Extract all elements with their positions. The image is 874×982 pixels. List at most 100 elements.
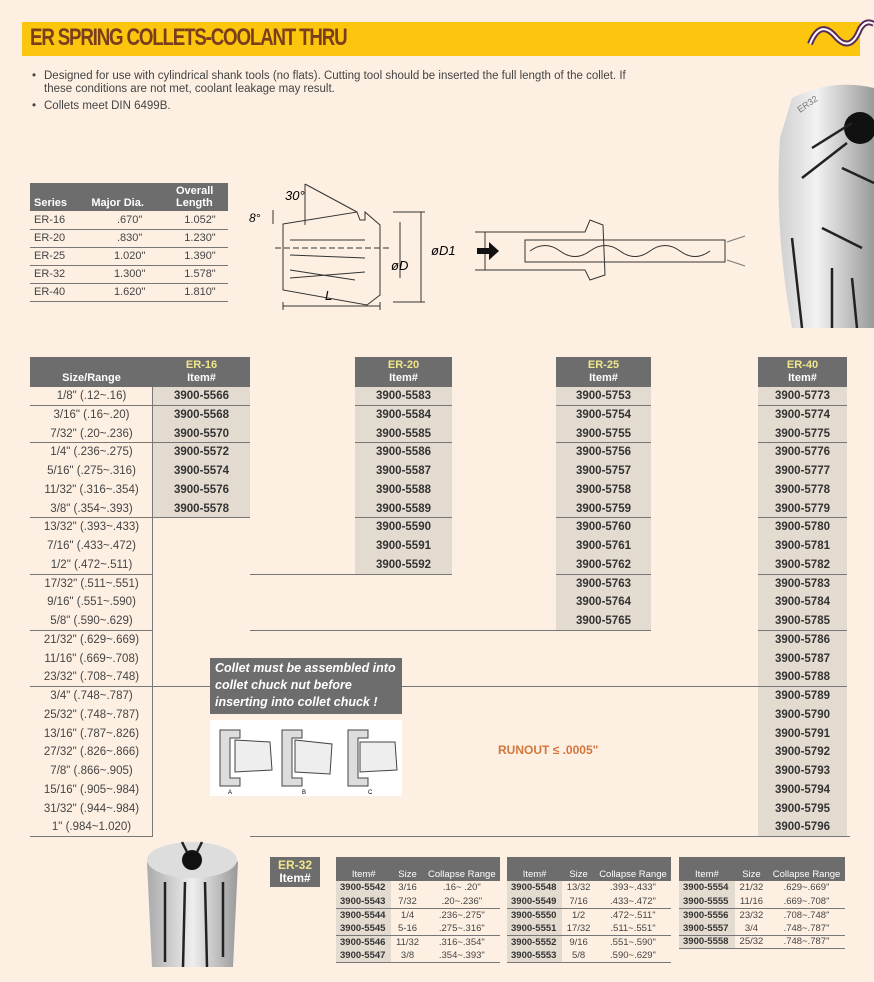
spec-row: ER-40 1.620" 1.810" — [30, 283, 228, 302]
item-number: 3900-5756 — [556, 443, 651, 462]
size-cell: 7/8" (.866~.905) — [50, 765, 133, 777]
spec-cell: ER-25 — [30, 247, 88, 266]
table-row: 3900-5558 25/32.748~.787" — [679, 935, 845, 949]
item-number: 3900-5554 — [679, 881, 735, 895]
item-number: 3900-5779 — [758, 499, 847, 519]
item-number: 3900-5793 — [758, 762, 847, 781]
size: 13/32 — [566, 882, 591, 894]
item-number: 3900-5780 — [758, 518, 847, 537]
series-column: 3900-5566 3900-5568 3900-5570 3900-5572 3900… — [153, 387, 250, 519]
figure-label: C — [368, 790, 373, 796]
table-row: 3900-5552 9/16 .551~.590" — [507, 935, 671, 949]
item-number: 3900-5545 — [336, 921, 392, 936]
item-number: 3900-5754 — [556, 405, 651, 425]
size-range-header: Size/Range — [30, 357, 153, 387]
item-number: 3900-5757 — [556, 462, 651, 481]
item-number: 3900-5796 — [758, 818, 847, 837]
spec-cell: 1.052" — [172, 211, 228, 230]
size: 1/4 — [400, 909, 415, 921]
collapse-range: .20~.236" — [423, 894, 500, 909]
size: 7/32 — [391, 894, 424, 909]
item-number: 3900-5578 — [153, 499, 250, 519]
size-cell: 23/32" (.708~.748) — [30, 668, 153, 687]
spec-cell: ER-20 — [30, 229, 88, 248]
item-number: 3900-5753 — [556, 387, 651, 406]
item-number: 3900-5558 — [679, 935, 735, 949]
size-cell: 11/16" (.669~.708) — [44, 652, 139, 665]
collapse-range: .354~.393" — [423, 948, 500, 963]
table-row: 3900-5545 5-16.275~.316" — [336, 921, 500, 936]
collapse-range: .590~.629" — [594, 948, 671, 963]
divider — [250, 573, 355, 575]
spec-cell: .830" — [87, 229, 172, 248]
item-number: 3900-5592 — [355, 555, 452, 575]
item-number: 3900-5755 — [556, 424, 651, 444]
column-header: Collapse Range — [594, 857, 671, 881]
item-number: 3900-5795 — [758, 799, 847, 819]
figure-label: A — [228, 790, 232, 796]
size-cell: 11/32" (.316~.354) — [44, 483, 139, 496]
collapse-range: .472~.511" — [610, 909, 656, 921]
size: 3/16 — [398, 882, 417, 894]
item-number: 3900-5776 — [758, 443, 847, 462]
table-row: 3900-5547 3/8.354~.393" — [336, 948, 500, 963]
item-number: 3900-5789 — [758, 687, 847, 706]
collapse-range: .669~.708" — [768, 894, 845, 909]
item-number: 3900-5762 — [556, 555, 651, 575]
item-number: 3900-5794 — [758, 780, 847, 800]
size-cell: 1/2" (.472~.511) — [30, 556, 153, 575]
column-header: Series — [30, 183, 88, 211]
series-spec-table: Series Major Dia. Overall Length ER-16.6… — [30, 183, 228, 302]
table-row: 3900-5546 11/32 .316~.354" — [336, 935, 500, 949]
size-cell: 27/32" (.826~.866) — [43, 746, 140, 759]
spec-row: ER-25 1.020" 1.390" — [30, 247, 228, 266]
header-row: Item# Size Collapse Range — [336, 857, 500, 881]
page-title: ER SPRING COLLETS-COOLANT THRU — [30, 24, 348, 51]
item-number: 3900-5574 — [153, 462, 250, 481]
feature-bullets: Designed for use with cylindrical shank … — [30, 70, 650, 117]
divider — [402, 686, 758, 687]
spec-cell: 1.578" — [172, 265, 228, 284]
item-number: 3900-5791 — [758, 724, 847, 744]
item-number: 3900-5586 — [355, 443, 452, 462]
size: 7/16 — [562, 894, 595, 909]
header-row: Item# Size Collapse Range — [679, 857, 845, 881]
item-number: 3900-5761 — [556, 537, 651, 556]
spec-cell: ER-32 — [30, 265, 88, 284]
series-header-er-40: ER-40 Item# — [758, 357, 847, 387]
item-number: 3900-5758 — [556, 480, 651, 500]
figure-label: B — [302, 790, 306, 796]
size: 25/32 — [734, 935, 769, 949]
er32-table: Item# Size Collapse Range 3900-5554 21/32.62… — [679, 857, 845, 949]
item-number: 3900-5556 — [679, 908, 735, 922]
table-row: 3900-5543 7/32.20~.236" — [336, 894, 500, 909]
assembly-figure: A B C — [210, 720, 402, 796]
column-header: Size — [562, 857, 595, 881]
d1-label: øD1 — [431, 243, 456, 258]
collapse-range: .748~.787" — [768, 935, 845, 949]
table-row: 3900-5544 1/4 .236~.275" — [336, 908, 500, 922]
size-cell: 1/4" (.236~.275) — [50, 446, 133, 459]
item-number: 3900-5773 — [758, 387, 847, 406]
size: 1/2 — [571, 909, 586, 921]
collapse-range: .551~.590" — [610, 936, 656, 948]
item-number: 3900-5591 — [355, 537, 452, 556]
item-number: 3900-5546 — [336, 935, 392, 949]
item-number: 3900-5587 — [355, 462, 452, 481]
er32-table: Item# Size Collapse Range 3900-5542 3/16.16~… — [336, 857, 500, 963]
size-cell: 13/16" (.787~.826) — [43, 727, 140, 740]
spec-cell: 1.300" — [87, 265, 172, 284]
item-number: 3900-5585 — [355, 424, 452, 444]
item-number: 3900-5583 — [355, 387, 452, 406]
series-header-er-16: ER-16 Item# — [153, 357, 250, 387]
item-number: 3900-5557 — [679, 921, 735, 936]
table-row: 3900-5548 13/32 .393~.433" — [507, 881, 671, 895]
spec-cell: 1.620" — [87, 283, 172, 302]
item-number: 3900-5774 — [758, 405, 847, 425]
table-row: 3900-5554 21/32 .629~.669" — [679, 881, 845, 895]
series-column: 3900-5773 3900-5774 3900-5775 3900-5776 3900… — [758, 387, 847, 837]
size-cell: 9/16" (.551~.590) — [47, 596, 136, 609]
item-number: 3900-5778 — [758, 480, 847, 500]
item-number: 3900-5765 — [556, 612, 651, 631]
item-number: 3900-5785 — [758, 612, 847, 631]
